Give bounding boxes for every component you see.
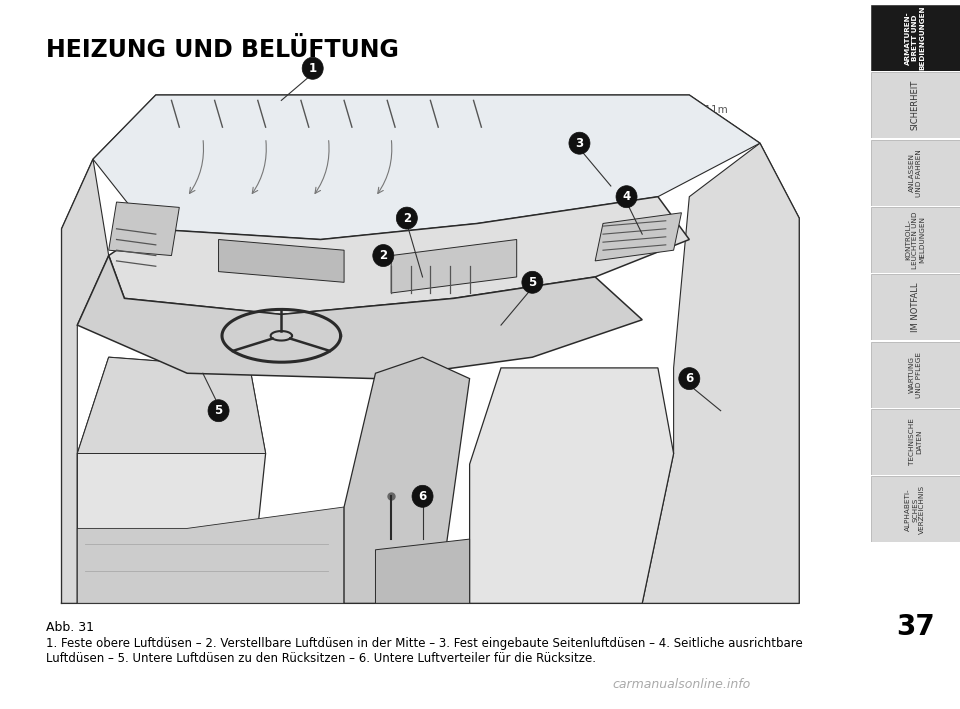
Circle shape	[679, 367, 700, 390]
Text: WARTUNG
UND PFLEGE: WARTUNG UND PFLEGE	[909, 352, 922, 398]
Text: 5: 5	[214, 404, 223, 417]
Text: 1. Feste obere Luftdüsen – 2. Verstellbare Luftdüsen in der Mitte – 3. Fest eing: 1. Feste obere Luftdüsen – 2. Verstellba…	[46, 637, 803, 650]
Polygon shape	[78, 357, 266, 454]
Text: 37: 37	[896, 613, 935, 642]
Text: 3: 3	[575, 137, 584, 150]
Text: ANLASSEN
UND FAHREN: ANLASSEN UND FAHREN	[909, 149, 922, 196]
Circle shape	[522, 272, 543, 294]
Circle shape	[569, 132, 590, 154]
Polygon shape	[595, 213, 682, 261]
Polygon shape	[642, 143, 799, 603]
FancyBboxPatch shape	[871, 476, 960, 542]
FancyBboxPatch shape	[871, 274, 960, 340]
Text: IM NOTFALL: IM NOTFALL	[911, 283, 920, 332]
Polygon shape	[469, 368, 674, 603]
Text: Abb. 31: Abb. 31	[46, 621, 94, 634]
FancyBboxPatch shape	[871, 72, 960, 138]
Circle shape	[396, 207, 418, 229]
Circle shape	[616, 186, 637, 208]
Polygon shape	[391, 240, 516, 293]
FancyBboxPatch shape	[871, 5, 960, 71]
Polygon shape	[78, 255, 642, 379]
Text: ALPHABETI-
SCHES
VERZEICHNIS: ALPHABETI- SCHES VERZEICHNIS	[905, 485, 925, 534]
FancyBboxPatch shape	[871, 140, 960, 206]
FancyBboxPatch shape	[871, 207, 960, 273]
Polygon shape	[78, 507, 344, 603]
Polygon shape	[344, 357, 469, 603]
Polygon shape	[93, 95, 760, 240]
Polygon shape	[219, 240, 344, 282]
Text: KONTROLL-
LEUCHTEN UND
MELDUNGEN: KONTROLL- LEUCHTEN UND MELDUNGEN	[905, 211, 925, 269]
Text: Luftdüsen – 5. Untere Luftdüsen zu den Rücksitzen – 6. Untere Luftverteiler für : Luftdüsen – 5. Untere Luftdüsen zu den R…	[46, 652, 596, 665]
Text: 6: 6	[419, 490, 426, 503]
Polygon shape	[78, 357, 266, 603]
Circle shape	[302, 57, 324, 79]
Text: HEIZUNG UND BELÜFTUNG: HEIZUNG UND BELÜFTUNG	[46, 38, 398, 62]
Text: 5: 5	[528, 276, 537, 289]
Text: TECHNISCHE
DATEN: TECHNISCHE DATEN	[909, 418, 922, 466]
Circle shape	[208, 400, 229, 422]
Circle shape	[412, 485, 433, 508]
Text: 2: 2	[403, 211, 411, 225]
FancyBboxPatch shape	[871, 342, 960, 408]
Polygon shape	[108, 202, 180, 255]
FancyBboxPatch shape	[871, 409, 960, 475]
Text: 4: 4	[622, 190, 631, 203]
Circle shape	[372, 245, 394, 267]
Polygon shape	[375, 539, 469, 603]
Text: ARMATUREN-
BRETT UND
BEDIENGUNGEN: ARMATUREN- BRETT UND BEDIENGUNGEN	[905, 6, 925, 70]
Text: 2: 2	[379, 249, 388, 262]
Text: SICHERHEIT: SICHERHEIT	[911, 80, 920, 130]
Text: F0M0611m: F0M0611m	[670, 105, 728, 115]
Polygon shape	[61, 160, 108, 603]
Polygon shape	[108, 196, 689, 314]
Text: 1: 1	[308, 62, 317, 75]
Text: carmanualsonline.info: carmanualsonline.info	[612, 678, 751, 691]
Text: 6: 6	[685, 372, 693, 385]
